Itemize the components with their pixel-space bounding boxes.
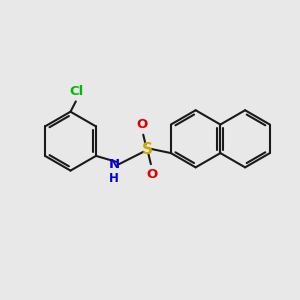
Text: N: N bbox=[109, 158, 120, 171]
Text: O: O bbox=[147, 168, 158, 181]
Text: O: O bbox=[136, 118, 147, 131]
Text: S: S bbox=[142, 142, 153, 157]
Text: H: H bbox=[109, 172, 119, 185]
Text: Cl: Cl bbox=[70, 85, 84, 98]
